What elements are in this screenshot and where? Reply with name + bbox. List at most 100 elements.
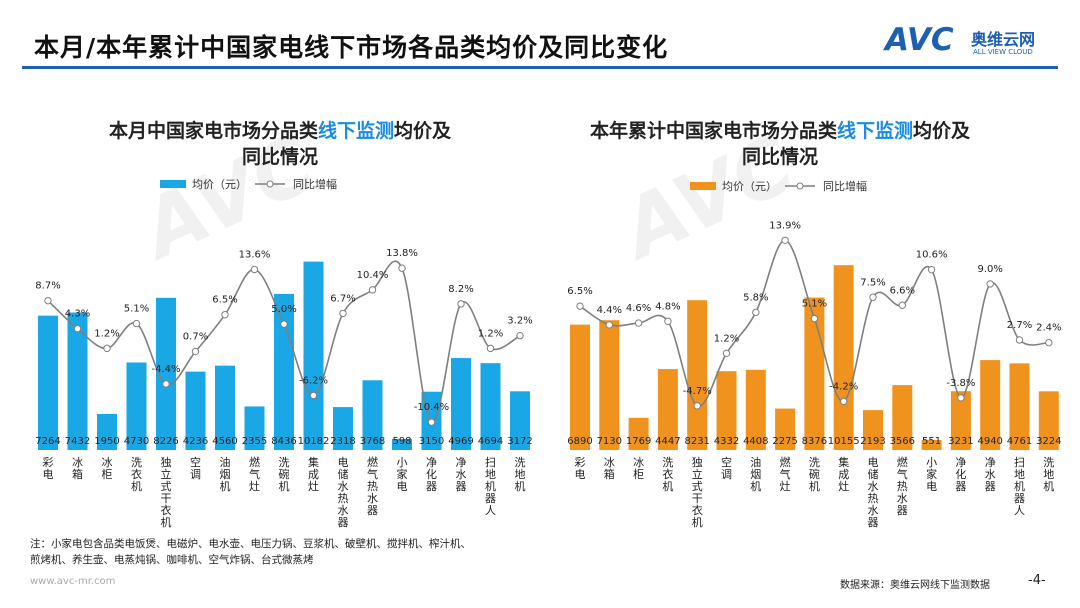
yoy-point [605, 321, 613, 329]
bar [833, 265, 854, 450]
category-label: 水 [897, 492, 908, 505]
category-label: 灶 [838, 480, 849, 493]
bar-value-label: 6890 [567, 436, 592, 447]
bar-value-label: 3768 [360, 436, 385, 447]
yoy-label: 4.3% [65, 309, 90, 320]
yoy-point [103, 344, 111, 353]
bar [1038, 391, 1059, 450]
category-label: 净 [985, 455, 996, 469]
category-label: 彩 [575, 456, 586, 469]
yoy-point [398, 264, 406, 272]
category-label: 器 [955, 480, 966, 493]
logo: AVC 奥维云网 ALL VIEW CLOUD [885, 22, 1065, 60]
yoy-point [191, 347, 200, 356]
yoy-label: 6.6% [890, 285, 915, 296]
category-label: 机 [809, 479, 820, 493]
category-label: 洗 [279, 456, 290, 469]
bar [510, 391, 530, 450]
category-label: 燃 [367, 455, 378, 469]
category-label: 电 [575, 468, 586, 481]
yoy-label: 5.1% [124, 304, 149, 315]
bar [362, 380, 383, 450]
legend-line-swatch [255, 180, 285, 188]
category-label: 器 [985, 480, 996, 493]
category-label: 器 [1014, 492, 1025, 505]
bar-value-label: 10182 [298, 436, 330, 447]
bar-value-label: 8436 [271, 436, 296, 447]
category-label: 气 [249, 467, 260, 481]
category-label: 地 [1014, 468, 1025, 481]
bar-value-label: 4694 [478, 436, 503, 447]
yoy-point [339, 309, 347, 318]
bar [451, 358, 471, 450]
category-label: 衣 [662, 467, 673, 481]
yoy-label: 1.2% [94, 328, 119, 339]
category-label: 集 [838, 455, 849, 469]
bar-value-label: 4560 [212, 436, 237, 447]
category-label: 式 [692, 480, 703, 493]
category-label: 空 [190, 455, 201, 469]
yoy-label: 3.2% [507, 316, 532, 327]
website: www.avc-mr.com [30, 576, 116, 587]
yoy-point [457, 300, 465, 308]
category-label: 成 [308, 468, 319, 481]
bar-value-label: 551 [922, 436, 941, 447]
category-label: 气 [367, 467, 378, 481]
yoy-point [840, 397, 848, 406]
bar [599, 320, 620, 450]
bar-value-label: 3231 [948, 436, 973, 447]
category-label: 干 [692, 492, 703, 505]
category-label: 机 [662, 479, 673, 493]
bar-value-label: 2318 [330, 436, 355, 447]
category-label: 器 [868, 516, 879, 529]
bar-value-label: 4447 [655, 436, 680, 447]
yoy-label: 5.0% [271, 304, 296, 315]
category-label: 电 [43, 468, 54, 481]
category-label: 彩 [43, 456, 54, 469]
category-label: 燃 [249, 455, 260, 469]
yoy-label: 13.9% [769, 220, 801, 231]
category-label: 调 [721, 468, 732, 481]
category-label: 电 [926, 480, 937, 493]
category-label: 水 [367, 492, 378, 505]
category-label: 气 [780, 467, 791, 481]
yoy-label: 8.7% [35, 281, 60, 292]
yoy-label: -6.2% [299, 375, 328, 386]
yoy-point [250, 265, 259, 274]
category-label: 集 [308, 455, 319, 469]
yoy-point [869, 293, 877, 301]
bar-value-label: 4940 [977, 436, 1002, 447]
yoy-point [1015, 336, 1024, 344]
yoy-point [73, 324, 82, 333]
bar-value-label: 3150 [419, 436, 444, 447]
bar [126, 362, 147, 450]
category-label: 式 [161, 480, 172, 493]
page-title: 本月/本年累计中国家电线下市场各品类均价及同比变化 [34, 33, 669, 62]
category-label: 烟 [750, 467, 761, 481]
category-label: 灶 [780, 480, 791, 493]
category-label: 冰 [102, 456, 113, 469]
category-label: 地 [515, 468, 526, 481]
yoy-label: 6.7% [330, 293, 355, 304]
yoy-point [427, 418, 436, 426]
category-label: 洗 [515, 456, 526, 469]
bar [244, 406, 265, 450]
bar [570, 324, 590, 450]
yoy-point [368, 286, 377, 294]
yoy-point [516, 331, 524, 340]
bar [185, 371, 206, 450]
category-label: 机 [161, 515, 172, 529]
yoy-label: 0.7% [183, 332, 208, 343]
category-label: 洗 [131, 456, 142, 469]
category-label: 净 [955, 455, 966, 469]
category-label: 灶 [308, 480, 319, 493]
yoy-point [44, 296, 52, 305]
category-label: 箱 [72, 467, 83, 481]
yoy-label: 10.4% [357, 270, 389, 281]
category-label: 小 [397, 456, 408, 469]
chart-title-left: 本月中国家电市场分品类线下监测均价及 同比情况 [108, 120, 452, 168]
yoy-label: 13.6% [239, 250, 271, 261]
chart-title-right: 本年累计中国家电市场分品类线下监测均价及 同比情况 [589, 120, 971, 168]
bar-value-label: 7130 [597, 436, 622, 447]
category-label: 化 [955, 467, 966, 481]
